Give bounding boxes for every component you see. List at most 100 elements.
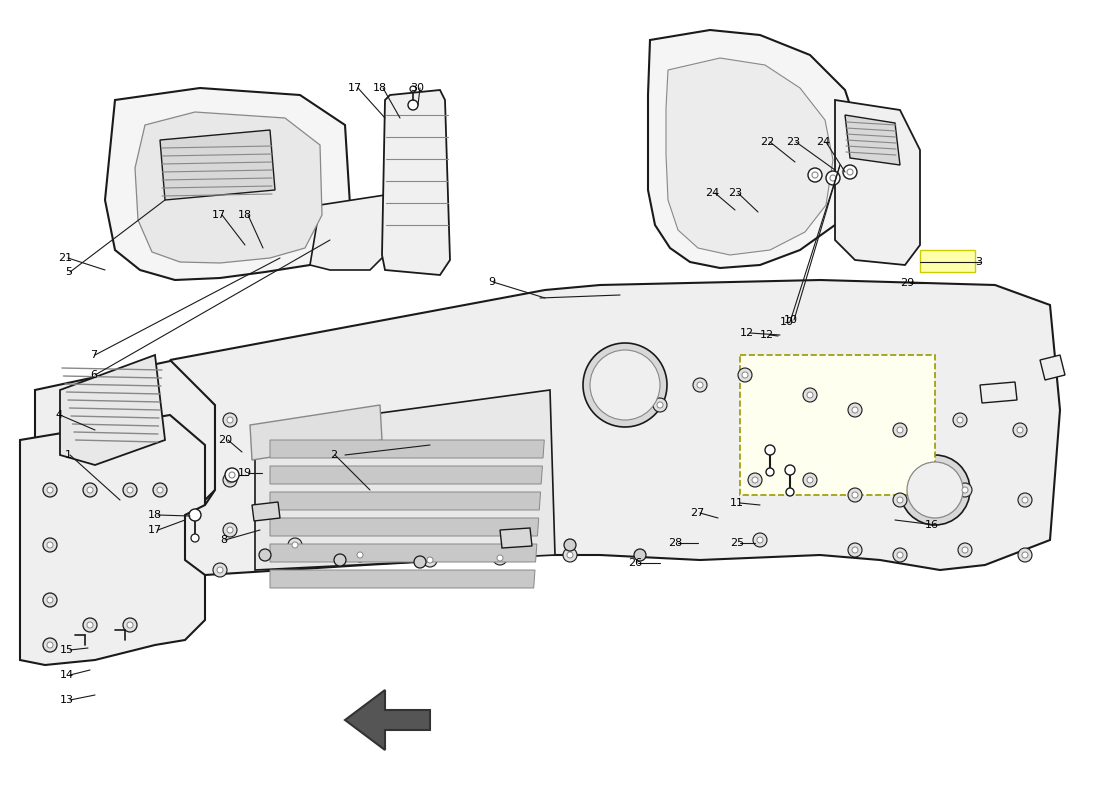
Circle shape [566, 552, 573, 558]
Circle shape [908, 462, 962, 518]
Circle shape [424, 553, 437, 567]
Text: 3: 3 [975, 257, 982, 267]
Polygon shape [500, 528, 532, 548]
Text: 12: 12 [760, 330, 774, 340]
Circle shape [43, 593, 57, 607]
Circle shape [958, 543, 972, 557]
Circle shape [738, 368, 752, 382]
Text: 18: 18 [148, 510, 162, 520]
Circle shape [657, 402, 663, 408]
Text: 18: 18 [238, 210, 252, 220]
Circle shape [803, 473, 817, 487]
Circle shape [807, 392, 813, 398]
Circle shape [292, 542, 298, 548]
Circle shape [123, 618, 138, 632]
Circle shape [808, 168, 822, 182]
Text: autoEPC: autoEPC [245, 382, 715, 478]
Circle shape [47, 642, 53, 648]
Text: 14: 14 [60, 670, 74, 680]
Circle shape [157, 487, 163, 493]
Polygon shape [310, 195, 400, 270]
Circle shape [414, 556, 426, 568]
Circle shape [1018, 427, 1023, 433]
Circle shape [353, 548, 367, 562]
Circle shape [563, 548, 578, 562]
Polygon shape [160, 130, 275, 200]
Polygon shape [648, 30, 860, 268]
Circle shape [497, 555, 503, 561]
Polygon shape [255, 390, 556, 570]
Polygon shape [270, 440, 544, 458]
Text: 1: 1 [65, 450, 72, 460]
Circle shape [826, 171, 840, 185]
Circle shape [852, 492, 858, 498]
Text: 17: 17 [348, 83, 362, 93]
Polygon shape [270, 466, 542, 484]
Circle shape [900, 455, 970, 525]
Circle shape [217, 567, 223, 573]
Circle shape [427, 557, 433, 563]
Text: 18: 18 [373, 83, 387, 93]
Circle shape [803, 388, 817, 402]
Circle shape [766, 468, 774, 476]
Circle shape [223, 523, 236, 537]
Circle shape [962, 547, 968, 553]
Circle shape [848, 403, 862, 417]
Circle shape [1022, 552, 1028, 558]
Polygon shape [980, 382, 1018, 403]
Circle shape [191, 534, 199, 542]
Circle shape [847, 169, 852, 175]
Text: 28: 28 [668, 538, 682, 548]
Polygon shape [252, 502, 280, 521]
Circle shape [213, 563, 227, 577]
Circle shape [852, 547, 858, 553]
Circle shape [82, 618, 97, 632]
Text: 4: 4 [55, 410, 62, 420]
Circle shape [807, 477, 813, 483]
Polygon shape [666, 58, 833, 255]
Polygon shape [250, 405, 382, 460]
Circle shape [47, 542, 53, 548]
Text: 15: 15 [60, 645, 74, 655]
Text: 2: 2 [330, 450, 337, 460]
Polygon shape [345, 690, 430, 750]
Circle shape [1018, 493, 1032, 507]
Circle shape [848, 543, 862, 557]
Circle shape [82, 483, 97, 497]
Text: 30: 30 [410, 83, 424, 93]
Circle shape [226, 468, 239, 482]
Polygon shape [60, 355, 165, 465]
Circle shape [590, 350, 660, 420]
Circle shape [893, 548, 907, 562]
Text: 23: 23 [786, 137, 800, 147]
Polygon shape [170, 280, 1060, 575]
Text: 24: 24 [816, 137, 831, 147]
Circle shape [227, 417, 233, 423]
Circle shape [752, 477, 758, 483]
Text: 16: 16 [925, 520, 939, 530]
Text: 27: 27 [690, 508, 704, 518]
Bar [740, 355, 935, 495]
Circle shape [958, 483, 972, 497]
Text: 13: 13 [60, 695, 74, 705]
Circle shape [564, 539, 576, 551]
Circle shape [358, 552, 363, 558]
Circle shape [893, 423, 907, 437]
Circle shape [126, 487, 133, 493]
Circle shape [748, 473, 762, 487]
Circle shape [896, 427, 903, 433]
Circle shape [786, 488, 794, 496]
Circle shape [43, 538, 57, 552]
Polygon shape [835, 100, 920, 265]
Circle shape [893, 493, 907, 507]
Circle shape [953, 413, 967, 427]
Circle shape [653, 398, 667, 412]
Text: 9: 9 [488, 277, 495, 287]
Text: 8: 8 [220, 535, 227, 545]
Circle shape [47, 487, 53, 493]
Text: 26: 26 [628, 558, 642, 568]
Text: 6: 6 [90, 370, 97, 380]
Circle shape [812, 172, 818, 178]
Circle shape [43, 483, 57, 497]
Text: 24: 24 [705, 188, 719, 198]
